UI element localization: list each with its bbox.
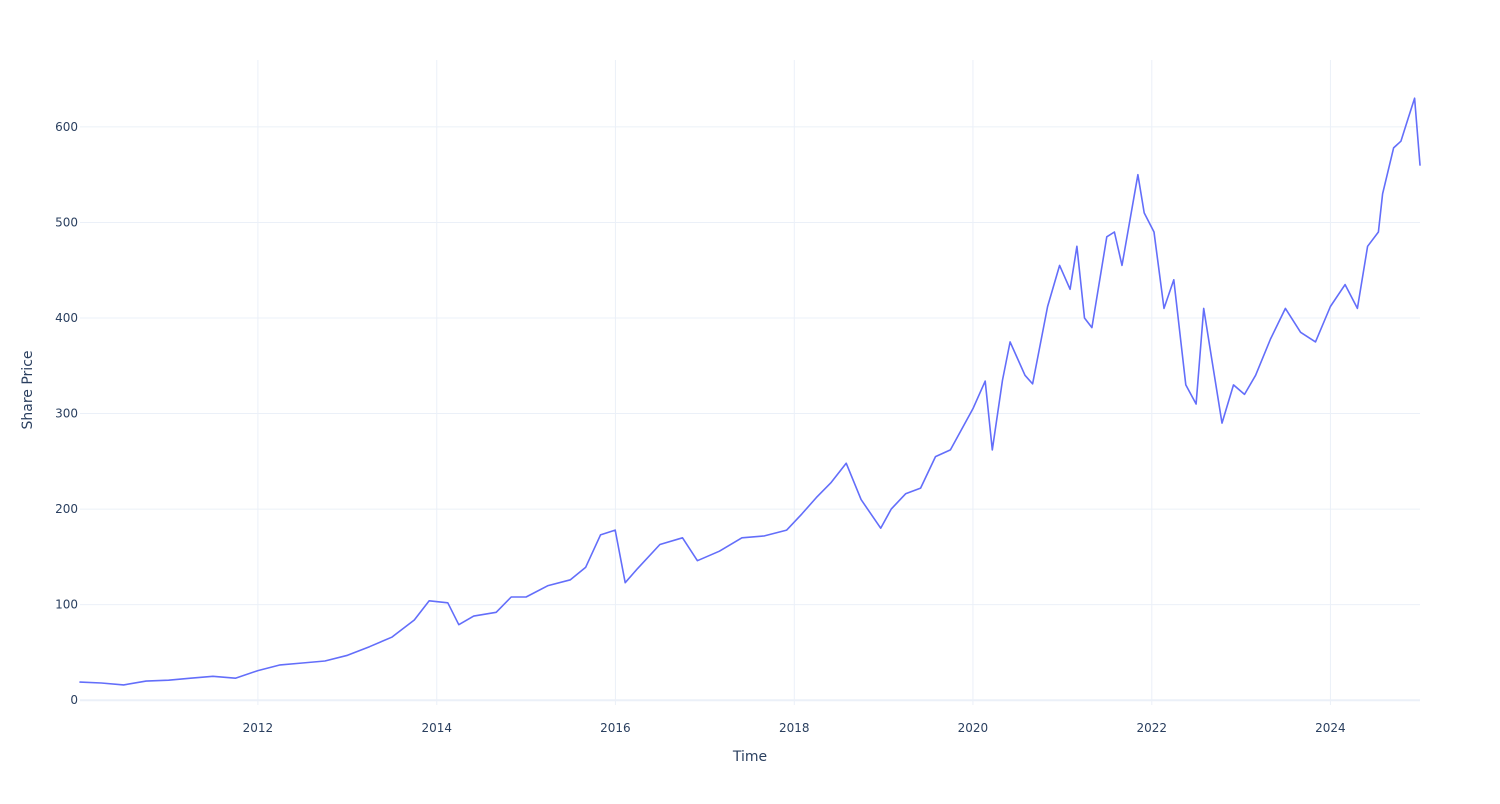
x-tick-label: 2018 bbox=[779, 721, 810, 735]
y-axis-ticks: 0 100 200 300 400 500 600 bbox=[55, 120, 78, 707]
y-tick-label: 400 bbox=[55, 311, 78, 325]
y-axis-title: Share Price bbox=[20, 350, 36, 429]
y-gridlines bbox=[80, 126, 1420, 702]
y-tick-label: 300 bbox=[55, 407, 78, 421]
plot-area bbox=[79, 97, 1421, 686]
y-tick-label: 200 bbox=[55, 502, 78, 516]
share-price-line bbox=[79, 97, 1421, 686]
y-tick-label: 100 bbox=[55, 598, 78, 612]
x-tick-label: 2020 bbox=[958, 721, 989, 735]
x-tick-label: 2016 bbox=[600, 721, 631, 735]
x-axis-ticks: 2012 2014 2016 2018 2020 2022 2024 bbox=[243, 721, 1346, 735]
y-tick-label: 500 bbox=[55, 215, 78, 229]
x-axis-title: Time bbox=[732, 749, 767, 765]
x-tick-label: 2012 bbox=[243, 721, 274, 735]
x-gridlines bbox=[257, 60, 1331, 705]
y-tick-label: 0 bbox=[70, 693, 78, 707]
x-tick-label: 2022 bbox=[1137, 721, 1168, 735]
x-tick-label: 2014 bbox=[422, 721, 453, 735]
x-tick-label: 2024 bbox=[1315, 721, 1346, 735]
y-tick-label: 600 bbox=[55, 120, 78, 134]
